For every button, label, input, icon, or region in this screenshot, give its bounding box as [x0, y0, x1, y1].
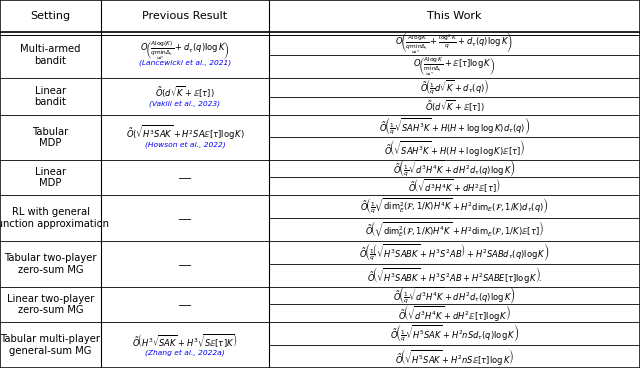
Text: Linear two-player
zero-sum MG: Linear two-player zero-sum MG	[7, 294, 94, 315]
Text: $\tilde{O}\!\left(\frac{1}{q}\sqrt{SAH^3K}+H(H+\log\log K)d_\tau(q)\right)$: $\tilde{O}\!\left(\frac{1}{q}\sqrt{SAH^3…	[379, 116, 530, 137]
Text: $-\!\!-$: $-\!\!-$	[177, 173, 193, 183]
Text: $\tilde{O}\!\left(\sqrt{SAH^3K}+H(H+\log\log K)\mathbb{E}[\tau]\right)$: $\tilde{O}\!\left(\sqrt{SAH^3K}+H(H+\log…	[384, 138, 525, 159]
Text: $\tilde{O}(d\sqrt{K}+\mathbb{E}[\tau])$: $\tilde{O}(d\sqrt{K}+\mathbb{E}[\tau])$	[424, 98, 484, 114]
Text: $\tilde{O}\!\left(\frac{1}{q}\sqrt{H^5SAK}+H^2nSd_\tau(q)\log K\right)$: $\tilde{O}\!\left(\frac{1}{q}\sqrt{H^5SA…	[390, 323, 519, 344]
Text: Setting: Setting	[31, 11, 70, 21]
Text: $\tilde{O}\!\left(H^3\sqrt{SAK}+H^3\sqrt{S\mathbb{E}[\tau]K}\right)$: $\tilde{O}\!\left(H^3\sqrt{SAK}+H^3\sqrt…	[132, 332, 238, 349]
Text: (Vakili et al., 2023): (Vakili et al., 2023)	[150, 101, 220, 107]
Text: $\tilde{O}\!\left(\sqrt{d^3H^4K}+dH^2\mathbb{E}[\tau]\log K\right)$: $\tilde{O}\!\left(\sqrt{d^3H^4K}+dH^2\ma…	[398, 303, 511, 323]
Text: $O\!\left(\frac{A\log K}{q\min_{i\neq *}\Delta_i}+\frac{\log^2 K}{q}+d_\tau(q)\l: $O\!\left(\frac{A\log K}{q\min_{i\neq *}…	[396, 31, 513, 56]
Text: Multi-armed
bandit: Multi-armed bandit	[20, 44, 81, 66]
Text: (Zhang et al., 2022a): (Zhang et al., 2022a)	[145, 349, 225, 356]
Text: Tabular
MDP: Tabular MDP	[33, 127, 68, 148]
Text: $\tilde{O}(d\sqrt{K}+\mathbb{E}[\tau])$: $\tilde{O}(d\sqrt{K}+\mathbb{E}[\tau])$	[155, 85, 215, 100]
Text: $\tilde{O}\!\left(\sqrt{H^5SAK}+H^2nS\mathbb{E}[\tau]\log K\right)$: $\tilde{O}\!\left(\sqrt{H^5SAK}+H^2nS\ma…	[395, 347, 514, 367]
Text: $\tilde{O}(\sqrt{H^3SAK}+H^2SA\mathbb{E}[\tau]\log K)$: $\tilde{O}(\sqrt{H^3SAK}+H^2SA\mathbb{E}…	[125, 124, 244, 142]
Text: $\tilde{O}\!\left(\frac{1}{q}\!\left(\sqrt{H^3SABK}+H^3S^2AB\right)+H^2SABd_\tau: $\tilde{O}\!\left(\frac{1}{q}\!\left(\sq…	[359, 242, 550, 263]
Text: Previous Result: Previous Result	[142, 11, 228, 21]
Text: $O\!\left(\frac{A\log(K)}{q\min_{i\neq *}\Delta_i}+d_\tau(q)\log K\right)$: $O\!\left(\frac{A\log(K)}{q\min_{i\neq *…	[140, 39, 230, 62]
Text: $O\!\left(\frac{A\log K}{\min_{i\neq *}\Delta_i}+\mathbb{E}[\tau]\log K\right)$: $O\!\left(\frac{A\log K}{\min_{i\neq *}\…	[413, 55, 495, 78]
Text: $\tilde{O}\!\left(\frac{1}{q}\sqrt{d^3H^4K}+dH^2d_\tau(q)\log K\right)$: $\tilde{O}\!\left(\frac{1}{q}\sqrt{d^3H^…	[393, 158, 516, 179]
Text: $\tilde{O}\!\left(\sqrt{\mathrm{dim}^2_E(\mathcal{F},1/K)H^4K}+H^2\mathrm{dim}_E: $\tilde{O}\!\left(\sqrt{\mathrm{dim}^2_E…	[365, 220, 544, 240]
Text: Linear
bandit: Linear bandit	[35, 86, 67, 107]
Text: $\tilde{O}\!\left(\sqrt{H^3SABK}+H^3S^2AB+H^2SABE[\tau]\log K\right)\!.$: $\tilde{O}\!\left(\sqrt{H^3SABK}+H^3S^2A…	[367, 265, 542, 285]
Text: $\tilde{O}\!\left(\frac{1}{q}d\sqrt{K}+d_\tau(q)\right)$: $\tilde{O}\!\left(\frac{1}{q}d\sqrt{K}+d…	[420, 78, 489, 97]
Text: $\tilde{O}\!\left(\frac{1}{q}\sqrt{d^3H^4K}+dH^2d_\tau(q)\log K\right)$: $\tilde{O}\!\left(\frac{1}{q}\sqrt{d^3H^…	[393, 285, 516, 306]
Text: $-\!\!-$: $-\!\!-$	[177, 300, 193, 309]
Text: (Howson et al., 2022): (Howson et al., 2022)	[145, 141, 225, 148]
Text: Linear
MDP: Linear MDP	[35, 167, 66, 188]
Text: Tabular multi-player
general-sum MG: Tabular multi-player general-sum MG	[1, 335, 100, 356]
Text: $-\!\!-$: $-\!\!-$	[177, 259, 193, 269]
Text: $\tilde{O}\!\left(\sqrt{d^3H^4K}+dH^2\mathbb{E}[\tau]\right)$: $\tilde{O}\!\left(\sqrt{d^3H^4K}+dH^2\ma…	[408, 178, 500, 195]
Text: $\tilde{O}\!\left(\frac{1}{q}\sqrt{\mathrm{dim}^2_E(\mathcal{F},1/K)H^4K}+H^2\ma: $\tilde{O}\!\left(\frac{1}{q}\sqrt{\math…	[360, 197, 548, 216]
Text: This Work: This Work	[427, 11, 482, 21]
Text: RL with general
function approximation: RL with general function approximation	[0, 207, 109, 229]
Text: $-\!\!-$: $-\!\!-$	[177, 213, 193, 223]
Text: Tabular two-player
zero-sum MG: Tabular two-player zero-sum MG	[4, 253, 97, 275]
Text: (Lancewicki et al., 2021): (Lancewicki et al., 2021)	[139, 59, 231, 66]
